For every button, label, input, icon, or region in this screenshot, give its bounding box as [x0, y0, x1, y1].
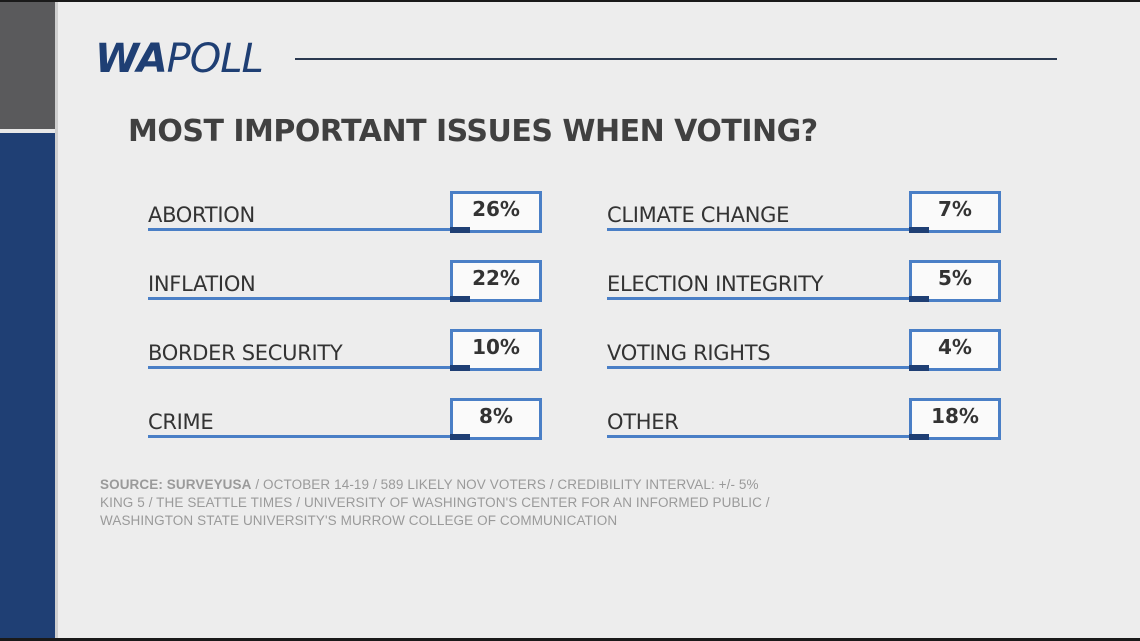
issue-item: ABORTION 26% — [148, 191, 542, 233]
issue-value-box: 22% — [450, 260, 542, 302]
issue-value: 26% — [472, 197, 520, 221]
issue-underline — [148, 435, 453, 438]
issue-value: 7% — [938, 197, 972, 221]
issue-label: VOTING RIGHTS — [607, 341, 771, 365]
issue-value-box: 8% — [450, 398, 542, 440]
issue-value: 5% — [938, 266, 972, 290]
logo-rule — [295, 58, 1057, 60]
sidebar-gap — [0, 129, 57, 133]
issue-item: OTHER 18% — [607, 398, 1001, 440]
sidebar-bottom-block — [0, 133, 57, 638]
issue-item: BORDER SECURITY 10% — [148, 329, 542, 371]
issue-label: ABORTION — [148, 203, 255, 227]
issue-item: ELECTION INTEGRITY 5% — [607, 260, 1001, 302]
value-box-notch — [909, 365, 929, 371]
issue-label: OTHER — [607, 410, 679, 434]
issue-value: 4% — [938, 335, 972, 359]
source-details: / OCTOBER 14-19 / 589 LIKELY NOV VOTERS … — [251, 477, 759, 492]
wa-poll-logo: WAPOLL — [95, 35, 264, 83]
issue-value-box: 10% — [450, 329, 542, 371]
issue-item: CLIMATE CHANGE 7% — [607, 191, 1001, 233]
logo-poll: POLL — [166, 36, 264, 82]
issue-value-box: 18% — [909, 398, 1001, 440]
issue-value: 8% — [479, 404, 513, 428]
issue-label: INFLATION — [148, 272, 256, 296]
source-line-3: WASHINGTON STATE UNIVERSITY'S MURROW COL… — [100, 513, 618, 528]
issue-underline — [607, 228, 912, 231]
source-label: SOURCE: SURVEYUSA — [100, 477, 252, 492]
value-box-notch — [909, 227, 929, 233]
issue-underline — [148, 228, 453, 231]
sidebar-top-block — [0, 2, 57, 129]
issue-label: BORDER SECURITY — [148, 341, 343, 365]
issue-value: 10% — [472, 335, 520, 359]
issue-value-box: 5% — [909, 260, 1001, 302]
source-note: SOURCE: SURVEYUSA / OCTOBER 14-19 / 589 … — [100, 476, 1000, 530]
issue-value-box: 26% — [450, 191, 542, 233]
issue-underline — [607, 435, 912, 438]
value-box-notch — [450, 434, 470, 440]
source-line-2: KING 5 / THE SEATTLE TIMES / UNIVERSITY … — [100, 495, 770, 510]
issue-value: 18% — [931, 404, 979, 428]
issue-value-box: 4% — [909, 329, 1001, 371]
value-box-notch — [450, 296, 470, 302]
issue-underline — [607, 366, 912, 369]
issue-label: ELECTION INTEGRITY — [607, 272, 824, 296]
issue-underline — [148, 366, 453, 369]
issue-label: CLIMATE CHANGE — [607, 203, 790, 227]
issue-item: INFLATION 22% — [148, 260, 542, 302]
issue-value: 22% — [472, 266, 520, 290]
issue-value-box: 7% — [909, 191, 1001, 233]
source-line-1: SOURCE: SURVEYUSA / OCTOBER 14-19 / 589 … — [100, 476, 1000, 494]
issue-underline — [148, 297, 453, 300]
logo-wa: WA — [95, 36, 168, 82]
value-box-notch — [450, 227, 470, 233]
chart-title: MOST IMPORTANT ISSUES WHEN VOTING? — [128, 114, 818, 149]
issue-item: CRIME 8% — [148, 398, 542, 440]
sidebar-edge — [55, 2, 58, 638]
issue-underline — [607, 297, 912, 300]
value-box-notch — [909, 434, 929, 440]
issue-label: CRIME — [148, 410, 214, 434]
value-box-notch — [450, 365, 470, 371]
issue-item: VOTING RIGHTS 4% — [607, 329, 1001, 371]
value-box-notch — [909, 296, 929, 302]
